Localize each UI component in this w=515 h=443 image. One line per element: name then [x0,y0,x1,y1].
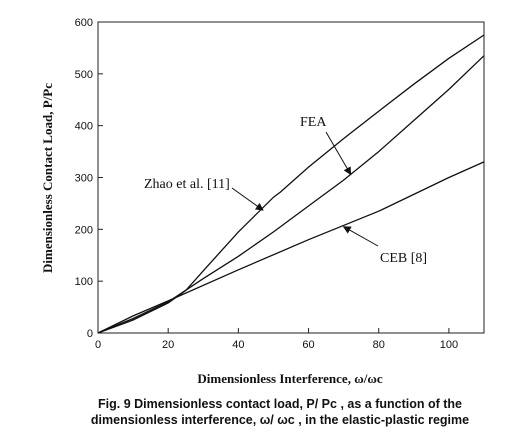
annotation-label-2: CEB [8] [380,251,427,266]
x-tick-label: 100 [440,339,458,351]
series-line-2 [97,161,485,334]
series-lines [97,34,485,334]
annotation-arrow-2 [342,226,379,247]
x-tick-label: 60 [302,339,314,351]
annotation-arrow-0 [231,187,264,211]
annotation-arrow-1 [325,131,352,176]
chart-svg: 0 20 40 60 80 100 0 100 200 300 400 500 600 Zhao et … [40,17,485,386]
x-axis-title: Dimensionless Interference, ω/ωc [197,371,382,386]
x-tick-label: 20 [162,339,174,351]
annotation-label-1: FEA [300,115,327,130]
y-tick-label: 600 [75,17,93,29]
x-tick-label: 0 [95,339,101,351]
caption-line-1: Fig. 9 Dimensionless contact load, P/ Pc… [98,397,462,411]
y-tick-label: 200 [75,224,93,236]
x-tick-label: 40 [232,339,244,351]
caption-line-2: dimensionless interference, ω/ ωc , in t… [90,413,470,427]
y-tick-label: 400 [75,121,93,133]
series-line-1 [97,55,485,334]
annotation-label-0: Zhao et al. [11] [144,177,230,192]
ticks: 0 20 40 60 80 100 0 100 200 300 400 500 600 [75,17,458,351]
series-line-0 [97,34,485,334]
y-tick-label: 300 [75,173,93,185]
y-axis-title: Dimensionless Contact Load, P/Pc [40,83,55,273]
y-tick-label: 100 [75,276,93,288]
x-tick-label: 80 [373,339,385,351]
annotations: Zhao et al. [11] FEA CEB [8] [144,115,427,266]
figure-caption: Fig. 9 Dimensionless contact load, P/ Pc… [50,396,510,428]
y-tick-label: 500 [75,69,93,81]
y-tick-label: 0 [87,328,93,340]
